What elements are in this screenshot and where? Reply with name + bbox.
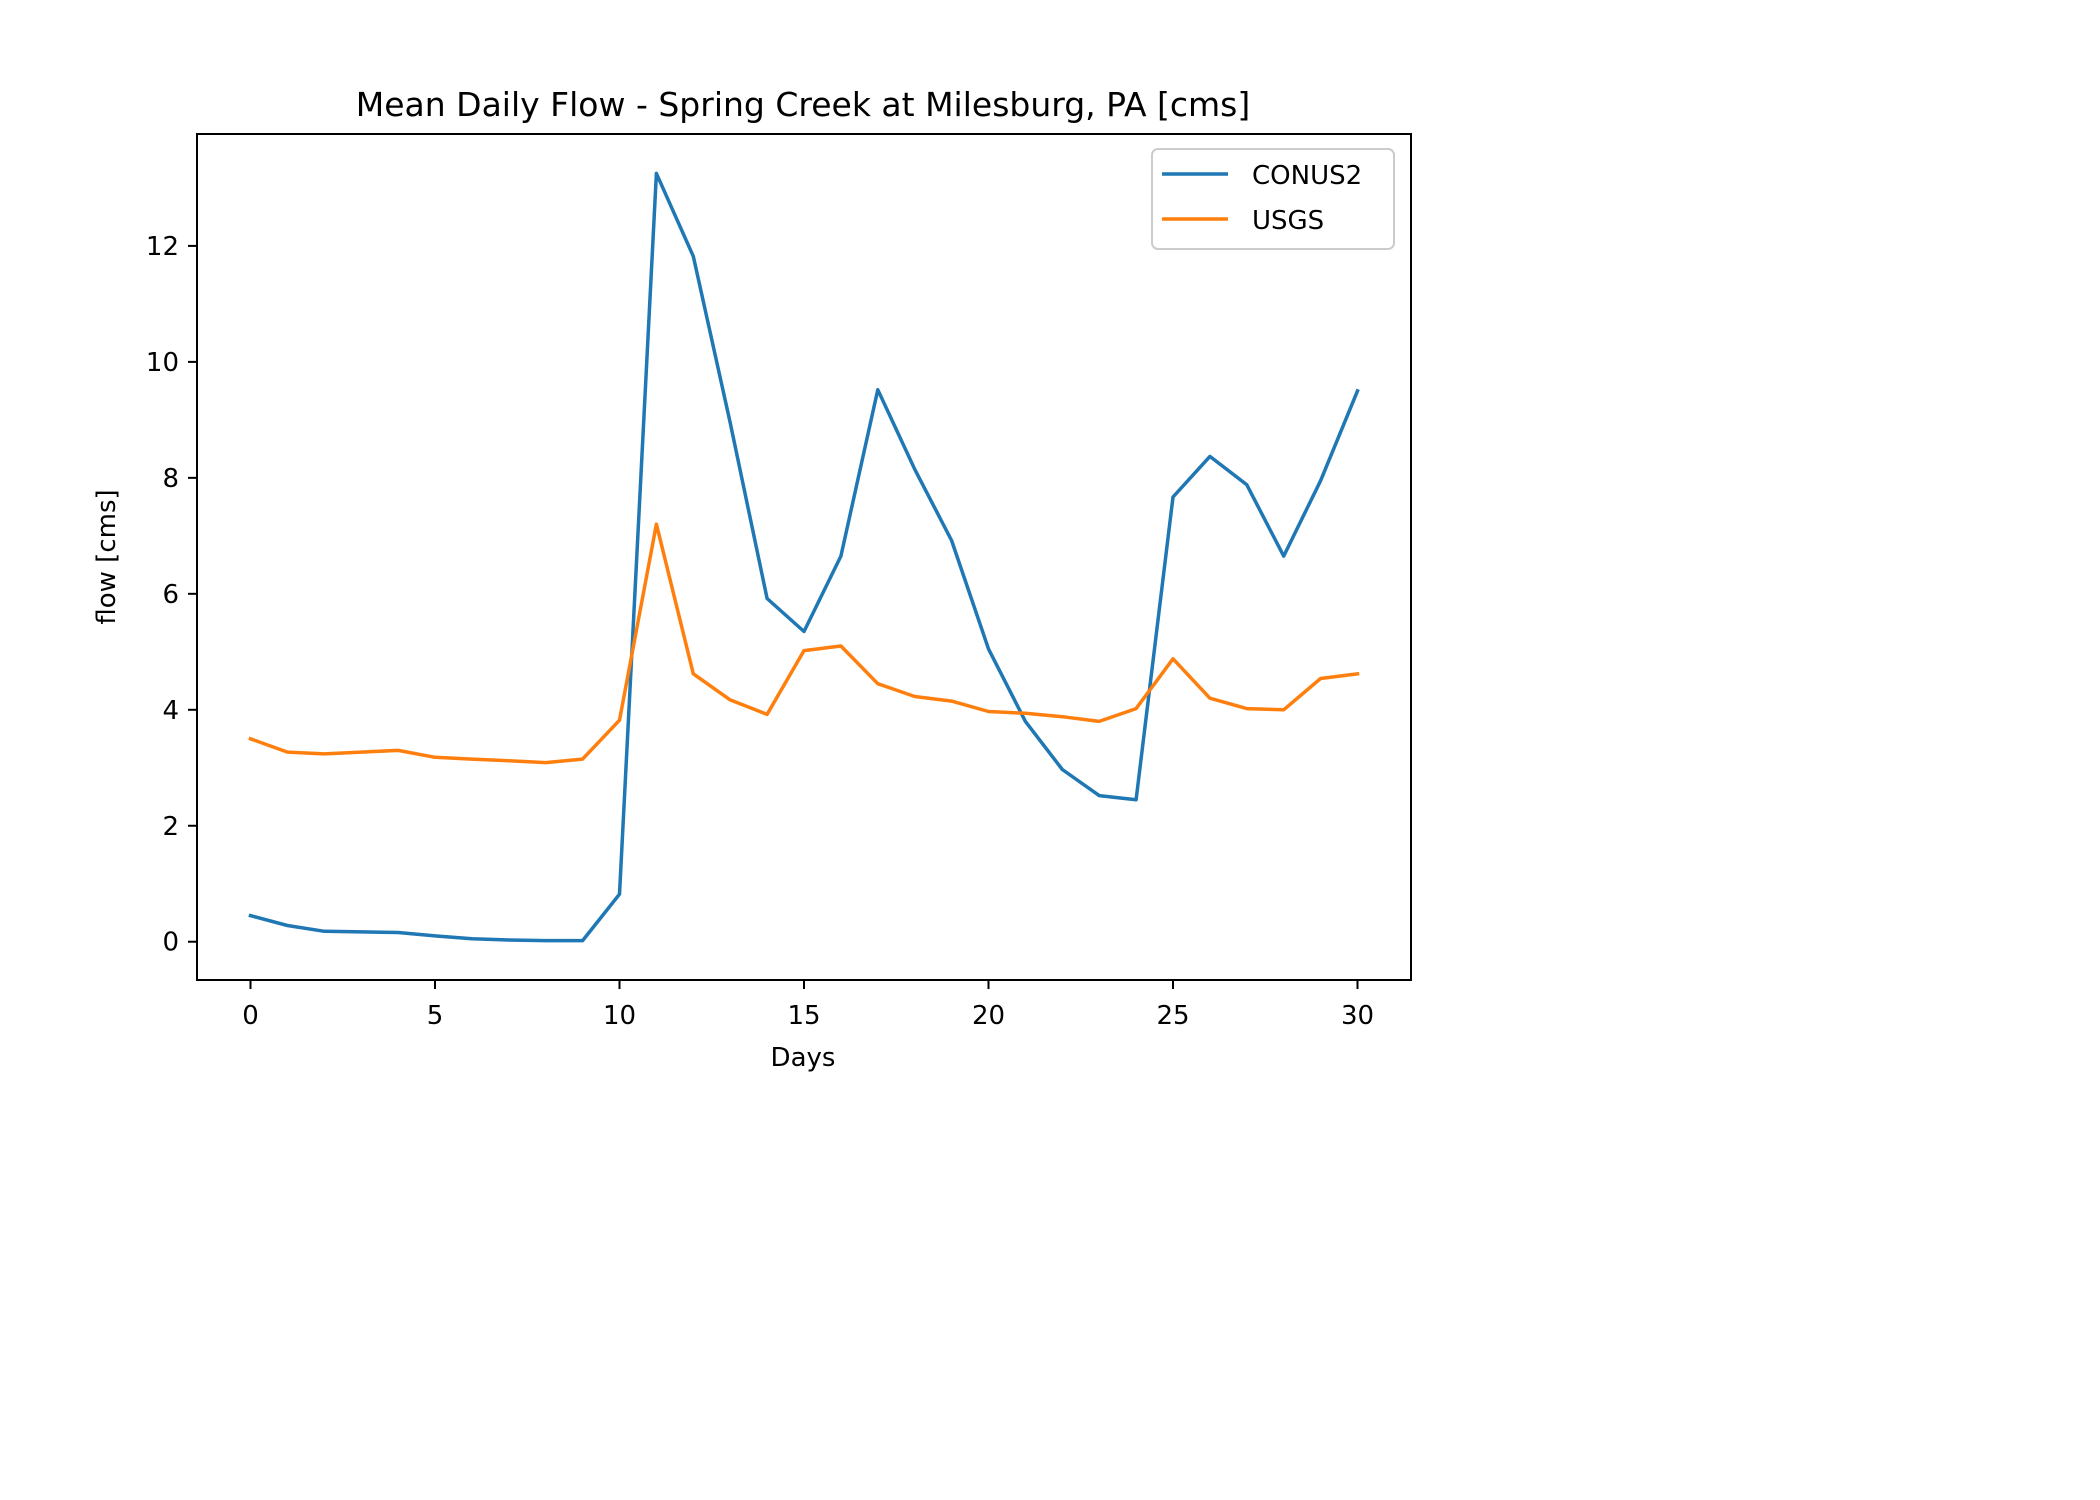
x-tick-label: 5	[427, 1001, 444, 1031]
y-tick-label: 0	[162, 928, 179, 958]
x-tick-label: 15	[787, 1001, 820, 1031]
y-tick-label: 12	[146, 232, 179, 262]
plot-frame	[196, 133, 1412, 981]
x-tick-label: 0	[242, 1001, 259, 1031]
y-tick-label: 8	[162, 464, 179, 494]
line-chart: Mean Daily Flow - Spring Creek at Milesb…	[92, 85, 1412, 1073]
y-tick-label: 10	[146, 348, 179, 378]
legend-entry-conus2: CONUS2	[1252, 161, 1362, 191]
y-axis-label: flow [cms]	[92, 489, 122, 624]
x-tick-label: 10	[603, 1001, 636, 1031]
x-tick-label: 20	[972, 1001, 1005, 1031]
y-axis: 0 2 4 6 8 10 12	[146, 232, 197, 958]
x-tick-label: 25	[1156, 1001, 1189, 1031]
chart-title: Mean Daily Flow - Spring Creek at Milesb…	[356, 85, 1251, 124]
y-tick-label: 2	[162, 812, 179, 842]
series-line-conus2	[248, 171, 1360, 943]
series-layer	[248, 171, 1360, 943]
x-tick-label: 30	[1341, 1001, 1374, 1031]
y-tick-label: 6	[162, 580, 179, 610]
series-line-usgs	[248, 522, 1360, 765]
legend: CONUS2 USGS	[1151, 148, 1395, 250]
legend-entry-usgs: USGS	[1252, 206, 1324, 236]
x-axis-label: Days	[771, 1043, 836, 1073]
y-tick-label: 4	[162, 696, 179, 726]
x-axis: 0 5 10 15 20 25 30	[242, 980, 1374, 1031]
